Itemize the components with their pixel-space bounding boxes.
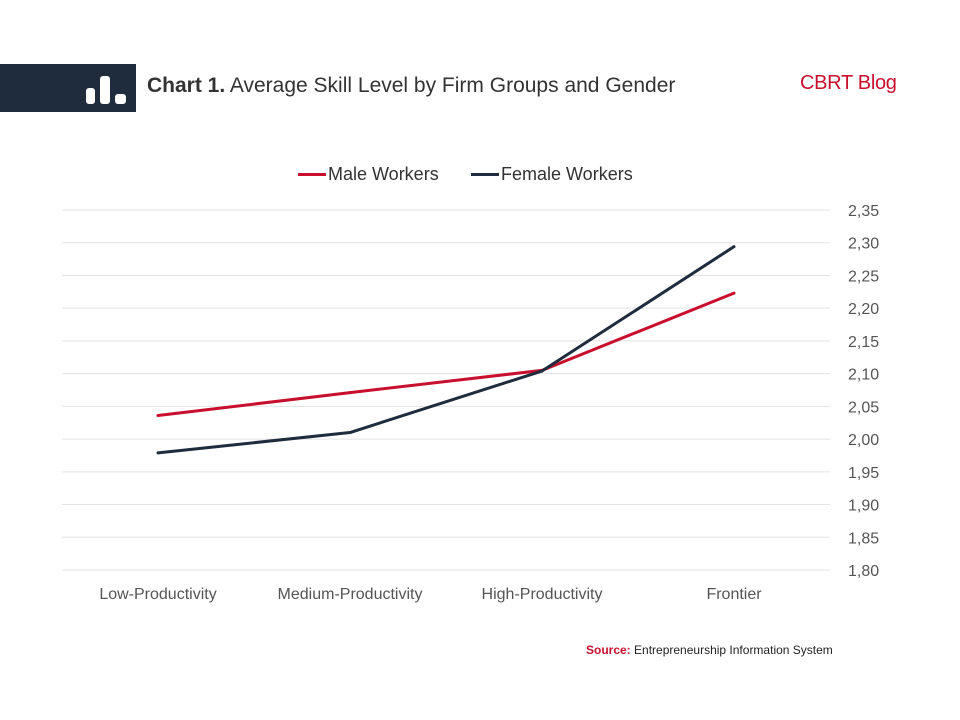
chart-title-lead: Chart 1. (147, 74, 226, 97)
legend: Male Workers Female Workers (0, 164, 960, 188)
y-tick-label: 2,00 (848, 432, 879, 449)
legend-label-male: Male Workers (328, 164, 439, 184)
header-band (0, 64, 136, 112)
chart-title: Chart 1. Average Skill Level by Firm Gro… (147, 74, 675, 98)
data-point-female (732, 245, 736, 249)
data-point-male (732, 291, 736, 295)
y-tick-label: 2,30 (848, 236, 879, 253)
y-tick-label: 2,20 (848, 301, 879, 318)
data-point-male (156, 414, 160, 418)
y-tick-label: 1,95 (848, 465, 879, 482)
y-tick-label: 1,80 (848, 563, 879, 580)
data-point-male (348, 391, 352, 395)
y-tick-label: 2,10 (848, 367, 879, 384)
legend-swatch-male (298, 173, 326, 176)
data-point-female (348, 431, 352, 435)
legend-swatch-female (471, 173, 499, 176)
y-tick-label: 1,90 (848, 498, 879, 515)
y-tick-label: 1,85 (848, 530, 879, 547)
series-line-female (157, 245, 735, 455)
brand-logo: CBRT Blog (800, 72, 897, 94)
source-text: Entrepreneurship Information System (634, 643, 833, 657)
series-line-male (157, 291, 735, 418)
legend-item-male: Male Workers (298, 164, 439, 185)
chart-title-text: Average Skill Level by Firm Groups and G… (229, 74, 676, 97)
y-tick-label: 2,25 (848, 268, 879, 285)
x-tick-label: Low-Productivity (99, 586, 216, 603)
legend-label-female: Female Workers (501, 164, 633, 184)
source-label: Source: (586, 643, 631, 657)
data-point-female (540, 369, 544, 373)
x-tick-label: Medium-Productivity (278, 586, 423, 603)
y-tick-label: 2,15 (848, 334, 879, 351)
y-tick-label: 2,05 (848, 399, 879, 416)
source-note: Source: Entrepreneurship Information Sys… (586, 643, 833, 657)
x-tick-label: Frontier (706, 586, 762, 603)
x-tick-label: High-Productivity (482, 586, 603, 603)
y-tick-label: 2,35 (848, 203, 879, 220)
bar-chart-icon (86, 76, 126, 104)
legend-item-female: Female Workers (471, 164, 633, 185)
data-point-female (156, 451, 160, 455)
